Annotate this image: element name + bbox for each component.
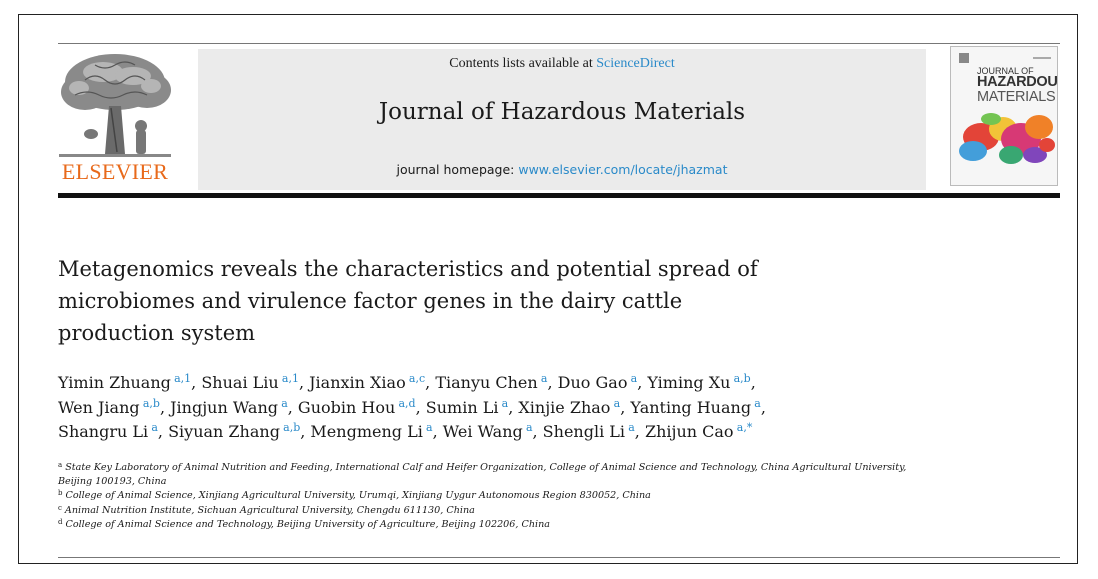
- affiliation-text: Animal Nutrition Institute, Sichuan Agri…: [64, 504, 475, 516]
- author[interactable]: Yiming Xu a,b: [647, 373, 750, 392]
- top-rule: [58, 43, 1060, 44]
- author-affiliation-marker[interactable]: a,1: [174, 372, 192, 385]
- author[interactable]: Jianxin Xiao a,c: [309, 373, 425, 392]
- affiliation-label: d: [58, 517, 63, 526]
- author[interactable]: Zhijun Cao a,*: [645, 422, 752, 441]
- elsevier-tree-icon: [59, 54, 171, 157]
- affiliation-item: a State Key Laboratory of Animal Nutritio…: [58, 461, 938, 489]
- cover-title-line-1: JOURNAL OF: [977, 66, 1034, 76]
- author-affiliation-marker[interactable]: a: [540, 372, 548, 385]
- author-affiliation-marker[interactable]: a: [628, 421, 635, 434]
- author-name: Yiming Xu: [647, 373, 731, 392]
- affiliation-label: b: [58, 489, 63, 498]
- author-name: Shuai Liu: [201, 373, 279, 392]
- author-name: Mengmeng Li: [310, 422, 423, 441]
- author-name: Siyuan Zhang: [168, 422, 280, 441]
- author[interactable]: Sumin Li a: [426, 398, 508, 417]
- author-name: Guobin Hou: [297, 397, 396, 417]
- author[interactable]: Jingjun Wang a: [170, 398, 288, 417]
- author-affiliation-marker[interactable]: a: [501, 396, 509, 410]
- author-name: Xinjie Zhao: [518, 397, 611, 417]
- elsevier-wordmark: ELSEVIER: [61, 159, 169, 184]
- author-affiliation-marker[interactable]: a,b: [733, 372, 751, 385]
- author[interactable]: Guobin Hou a,d: [298, 398, 416, 417]
- bottom-rule: [58, 557, 1060, 558]
- author-affiliation-marker[interactable]: a: [754, 396, 761, 410]
- author[interactable]: Duo Gao a: [558, 373, 638, 392]
- author[interactable]: Wen Jiang a,b: [58, 398, 160, 417]
- sciencedirect-link[interactable]: ScienceDirect: [596, 56, 675, 71]
- homepage-prefix: journal homepage:: [396, 162, 519, 177]
- homepage-line: journal homepage: www.elsevier.com/locat…: [198, 162, 926, 177]
- author[interactable]: Mengmeng Li a: [310, 422, 432, 441]
- header-thick-rule: [58, 193, 1060, 198]
- journal-homepage-link[interactable]: www.elsevier.com/locate/jhazmat: [518, 162, 728, 177]
- author-name: Wen Jiang: [58, 397, 140, 417]
- author-affiliation-marker[interactable]: a,1: [281, 372, 299, 385]
- author[interactable]: Shangru Li a: [58, 422, 158, 441]
- author-affiliation-marker[interactable]: a: [151, 421, 158, 434]
- journal-cover-thumbnail: JOURNAL OF HAZARDOUS MATERIALS: [950, 46, 1058, 186]
- author-name: Jingjun Wang: [170, 397, 278, 417]
- author-name: Shangru Li: [58, 422, 149, 441]
- author-affiliation-marker[interactable]: a,b: [283, 421, 301, 434]
- author[interactable]: Tianyu Chen a: [435, 373, 547, 392]
- author[interactable]: Xinjie Zhao a: [518, 398, 620, 417]
- author-affiliation-marker[interactable]: a: [525, 421, 533, 434]
- author-affiliation-marker[interactable]: a,*: [736, 421, 753, 434]
- journal-title: Journal of Hazardous Materials: [378, 99, 746, 125]
- author-name: Duo Gao: [557, 373, 628, 392]
- author-affiliation-marker[interactable]: a: [630, 372, 638, 385]
- article-title: Metagenomics reveals the characteristics…: [58, 253, 878, 349]
- author-name: Sumin Li: [425, 397, 499, 417]
- author-affiliation-marker[interactable]: a: [281, 396, 288, 410]
- affiliation-item: b College of Animal Science, Xinjiang Agr…: [58, 489, 938, 503]
- author-affiliation-marker[interactable]: a: [426, 421, 433, 434]
- cover-art-icon: [959, 53, 1055, 164]
- contents-prefix: Contents lists available at: [449, 56, 597, 71]
- page-frame: [18, 14, 1078, 564]
- affiliation-text: State Key Laboratory of Animal Nutrition…: [58, 462, 907, 488]
- elsevier-logo: ELSEVIER: [55, 50, 175, 185]
- author-affiliation-marker[interactable]: a: [613, 396, 621, 410]
- author-name: Tianyu Chen: [435, 373, 538, 392]
- author-affiliation-marker[interactable]: a,b: [142, 396, 160, 410]
- author-affiliation-marker[interactable]: a,c: [408, 372, 426, 385]
- author-name: Shengli Li: [542, 422, 626, 441]
- article-title-line: microbiomes and virulence factor genes i…: [58, 289, 683, 313]
- article-title-line: production system: [58, 321, 256, 345]
- affiliation-text: College of Animal Science, Xinjiang Agri…: [65, 490, 651, 502]
- author[interactable]: Siyuan Zhang a,b: [168, 422, 300, 441]
- affiliation-item: c Animal Nutrition Institute, Sichuan Agr…: [58, 504, 938, 518]
- author-name: Zhijun Cao: [644, 422, 734, 441]
- author-name: Jianxin Xiao: [309, 373, 406, 392]
- author-name: Yimin Zhuang: [58, 373, 171, 392]
- cover-title-line-3: MATERIALS: [977, 89, 1056, 105]
- contents-line: Contents lists available at ScienceDirec…: [198, 56, 926, 72]
- article-title-line: Metagenomics reveals the characteristics…: [58, 257, 758, 281]
- author[interactable]: Shuai Liu a,1: [201, 373, 299, 392]
- cover-title-line-2: HAZARDOUS: [977, 74, 1058, 90]
- affiliation-list: a State Key Laboratory of Animal Nutritio…: [58, 461, 938, 532]
- affiliation-text: College of Animal Science and Technology…: [65, 518, 550, 530]
- journal-masthead: Contents lists available at ScienceDirec…: [198, 49, 926, 190]
- affiliation-item: d College of Animal Science and Technolog…: [58, 518, 938, 532]
- author[interactable]: Yanting Huang a: [630, 398, 760, 417]
- author[interactable]: Yimin Zhuang a,1: [58, 373, 191, 392]
- affiliation-label: a: [58, 461, 63, 469]
- author-name: Yanting Huang: [630, 397, 752, 417]
- author[interactable]: Wei Wang a: [443, 422, 533, 441]
- author-name: Wei Wang: [442, 422, 523, 441]
- author-list: Yimin Zhuang a,1, Shuai Liu a,1, Jianxin…: [58, 372, 766, 441]
- author[interactable]: Shengli Li a: [543, 422, 635, 441]
- author-affiliation-marker[interactable]: a,d: [398, 396, 416, 410]
- affiliation-label: c: [58, 503, 62, 512]
